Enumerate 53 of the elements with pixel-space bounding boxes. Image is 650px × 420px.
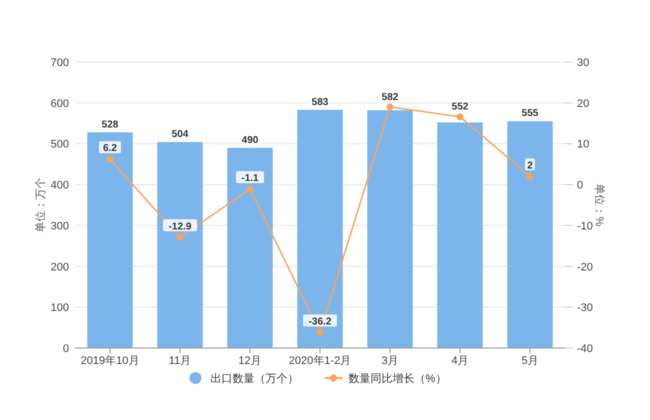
y2-tick-label: 30 [577, 57, 590, 69]
bar [367, 110, 413, 348]
data-label: -12.9 [168, 221, 192, 232]
bar [437, 122, 483, 348]
y2-tick-label: 0 [577, 180, 584, 192]
data-label: 583 [312, 96, 329, 108]
y2-tick-label: -10 [577, 220, 593, 232]
y-tick-label: 400 [50, 180, 69, 192]
data-label: 6.2 [103, 143, 118, 154]
y-tick-label: 300 [50, 220, 69, 232]
data-label: 552 [452, 102, 469, 113]
data-label: 582 [382, 92, 399, 103]
data-label: 2 [527, 160, 534, 172]
x-tick-label: 4月 [451, 355, 469, 367]
data-label: -1.1 [241, 173, 260, 184]
y-tick-label: 200 [50, 261, 69, 274]
legend-label: 出口数量（万个） [210, 372, 298, 385]
data-label: -36.2 [308, 316, 332, 328]
y-axis-title: 单位：万个 [34, 178, 47, 232]
point [246, 186, 254, 193]
bar [157, 142, 203, 348]
point [316, 328, 324, 336]
data-label: 528 [102, 119, 119, 130]
y2-tick-label: -20 [577, 261, 593, 274]
x-tick-label: 2019年10月 [80, 355, 140, 367]
data-label: 490 [242, 134, 259, 146]
x-tick-label: 2020年1-2月 [288, 355, 352, 367]
data-label: 555 [522, 108, 539, 120]
y2-axis-title: 单位：% [593, 184, 606, 227]
x-tick-label: 12月 [238, 355, 262, 367]
y2-tick-label: 10 [577, 138, 590, 151]
y-tick-label: 700 [50, 57, 69, 69]
bar [507, 121, 553, 348]
y2-tick-label: -40 [577, 343, 593, 355]
y2-tick-label: 20 [577, 98, 590, 110]
bar [227, 148, 273, 348]
data-label: 504 [172, 129, 189, 140]
y-tick-label: 0 [62, 343, 69, 355]
y-tick-label: 100 [50, 302, 69, 314]
legend-label: 数量同比增长（%） [348, 372, 446, 385]
point [456, 113, 464, 120]
bar [87, 132, 133, 348]
y-tick-label: 500 [50, 138, 69, 151]
x-tick-label: 5月 [521, 355, 539, 367]
x-tick-label: 3月 [381, 355, 399, 367]
point [176, 234, 184, 241]
y-tick-label: 600 [50, 98, 69, 110]
bar [297, 110, 343, 348]
point [526, 172, 534, 180]
point [106, 156, 114, 163]
x-tick-label: 11月 [168, 355, 192, 367]
point [386, 103, 394, 110]
y2-tick-label: -30 [577, 302, 593, 314]
